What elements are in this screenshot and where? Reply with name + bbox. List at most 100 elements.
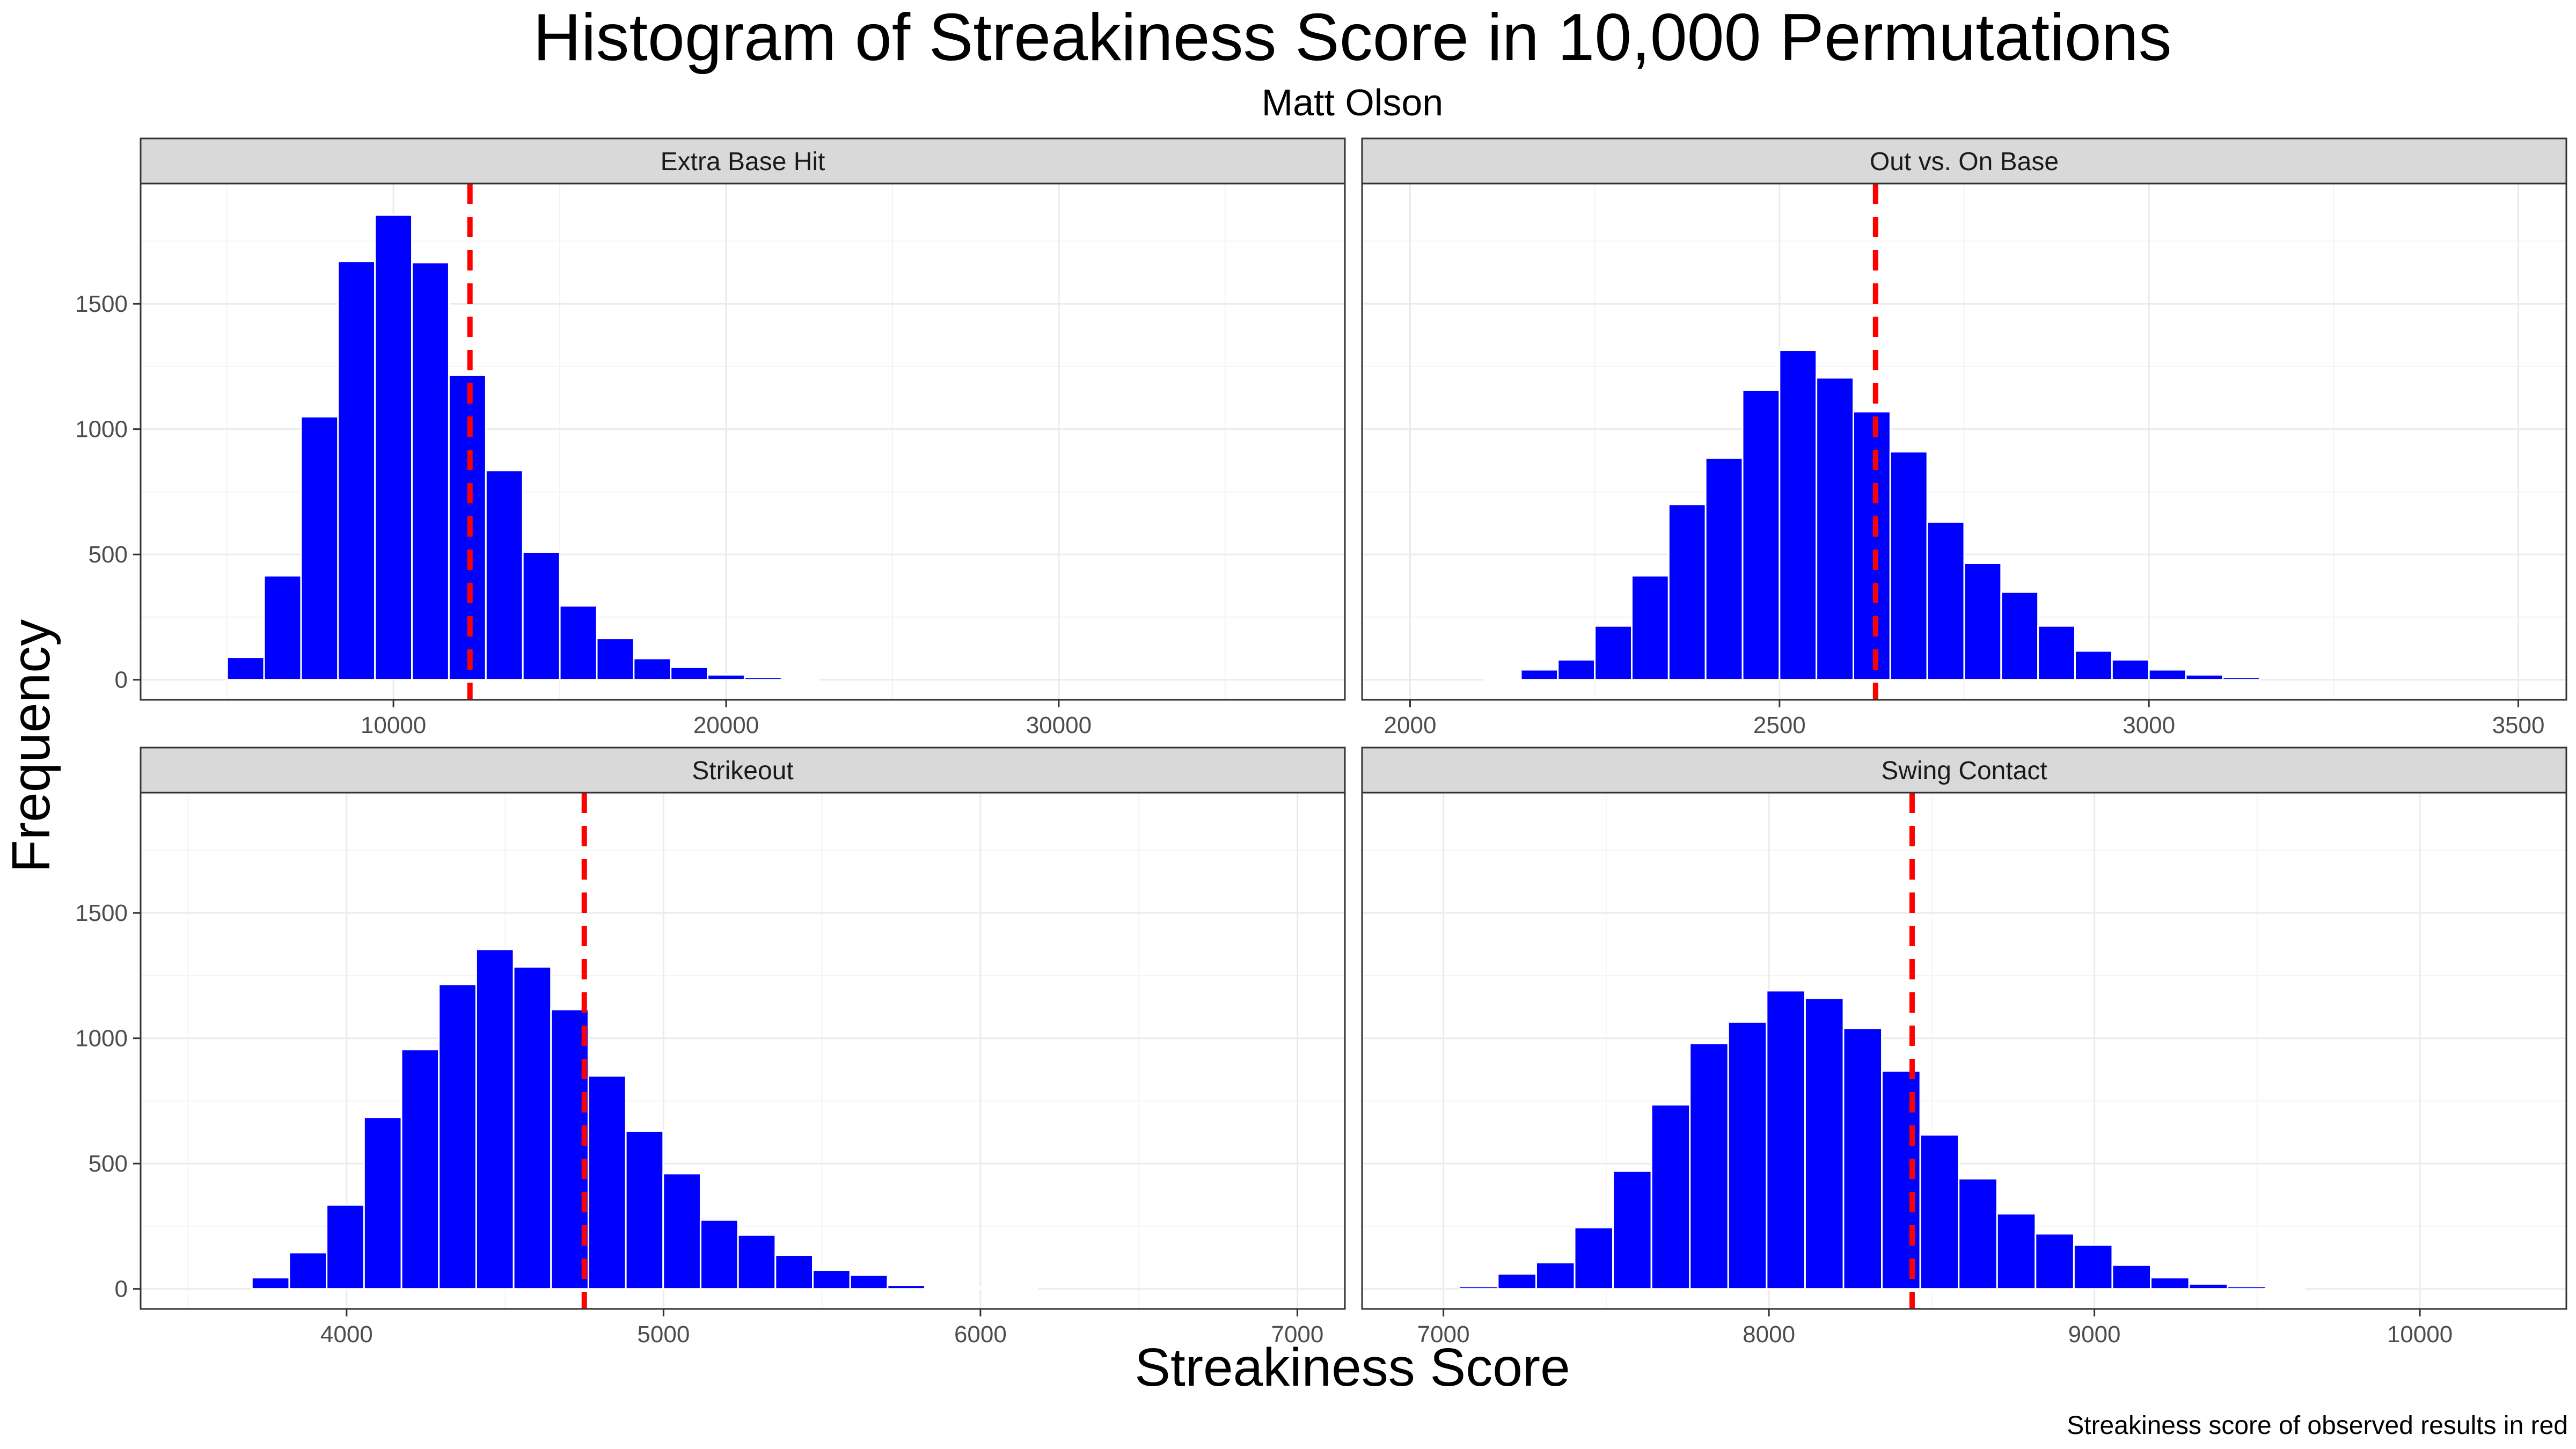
histogram-bar — [1889, 451, 1928, 681]
panel-strikeout: Strikeout 0 500 1000 1500 4000 5000 6000 7000 — [75, 747, 1346, 1348]
panel-border — [1361, 792, 2567, 1310]
x-tick-label: 3000 — [2123, 712, 2175, 738]
histogram-bar — [2222, 676, 2261, 681]
histogram-bar — [1612, 1170, 1652, 1290]
histogram-bar — [2227, 1285, 2267, 1290]
histogram-bar — [1483, 677, 1522, 681]
x-tick-label: 4000 — [320, 1321, 373, 1348]
histogram-bar — [1727, 1021, 1768, 1290]
y-tick-label: 0 — [115, 667, 128, 693]
histogram-bar — [625, 1130, 664, 1290]
x-tick-label: 10000 — [2387, 1321, 2453, 1348]
histogram-bar — [1667, 503, 1707, 681]
y-tick-label: 1500 — [75, 291, 128, 317]
x-tick-label: 7000 — [1417, 1321, 1470, 1348]
histogram-bar — [999, 1286, 1038, 1290]
y-axis-title: Frequency — [1, 619, 61, 873]
histogram-bar — [662, 1173, 701, 1290]
histogram-bar — [670, 666, 709, 681]
strip-background — [140, 747, 1346, 794]
histogram-bar — [1919, 1133, 1960, 1290]
histogram-bar — [1741, 389, 1781, 681]
histogram-bar — [2265, 1286, 2306, 1290]
histogram-bar — [887, 1284, 926, 1290]
histogram-bar — [263, 575, 302, 681]
panel-extra-base-hit: Extra Base Hit 0 500 1000 1500 10000 20000 3000… — [75, 137, 1346, 738]
panel-border — [1361, 182, 2567, 701]
histogram-bar — [400, 1049, 440, 1290]
strip-background — [1361, 747, 2567, 794]
histogram-bar — [2185, 674, 2224, 681]
histogram-bar — [300, 415, 339, 681]
y-tick-label: 1000 — [75, 1026, 128, 1052]
x-tick-label: 30000 — [1026, 712, 1092, 738]
x-tick-label: 7000 — [1271, 1321, 1323, 1348]
histogram-bar — [1650, 1103, 1691, 1290]
panel-swing-contact: Swing Contact 7000 8000 9000 10000 — [1361, 747, 2567, 1348]
histogram-bar — [737, 1234, 777, 1290]
histogram-bar — [1557, 658, 1596, 681]
histogram-bar — [1520, 669, 1559, 681]
histogram-bar — [288, 1252, 328, 1290]
histogram-bar — [707, 674, 745, 681]
histogram-bar — [743, 676, 782, 681]
x-tick-label: 2000 — [1384, 712, 1437, 738]
histogram-bar — [1842, 1027, 1883, 1290]
y-tick-label: 1500 — [75, 900, 128, 926]
histogram-bar — [1926, 521, 1965, 681]
strip-background — [1361, 137, 2567, 185]
histogram-bar — [961, 1286, 1001, 1290]
histogram-bar — [2111, 658, 2150, 681]
y-tick-label: 500 — [89, 541, 128, 568]
histogram-bar — [559, 605, 598, 681]
histogram-bar — [1497, 1273, 1537, 1290]
chart-caption: Streakiness score of observed results in… — [2067, 1411, 2568, 1440]
x-tick-label: 6000 — [954, 1321, 1007, 1348]
histogram-bar — [1958, 1177, 1998, 1290]
histogram-bar — [374, 214, 413, 681]
histogram-bar — [513, 966, 552, 1290]
histogram-bar — [633, 657, 672, 681]
panel-out-vs-on-base: Out vs. On Base 2000 2500 3000 3500 — [1361, 137, 2567, 738]
strip-label: Strikeout — [692, 757, 793, 785]
histogram-bar — [1574, 1226, 1614, 1290]
histogram-bar — [2150, 1277, 2190, 1290]
histogram-bar — [2148, 669, 2187, 681]
histogram-bar — [774, 1254, 814, 1290]
histogram-bar — [337, 260, 376, 681]
histogram-bar — [251, 1277, 290, 1290]
strip-background — [140, 137, 1346, 185]
x-tick-label: 9000 — [2068, 1321, 2121, 1348]
histogram-bar — [2073, 1244, 2113, 1290]
histogram-bar — [475, 948, 515, 1290]
histogram-bar — [2074, 650, 2113, 681]
panel-border — [140, 792, 1346, 1310]
histogram-bar — [1766, 990, 1806, 1290]
histogram-bar — [2188, 1283, 2229, 1290]
histogram-bar — [1996, 1213, 2037, 1290]
histogram-bar — [1963, 562, 2002, 681]
histogram-bar — [849, 1274, 889, 1290]
histogram-bar — [596, 638, 635, 681]
histogram-bar — [1689, 1042, 1729, 1290]
histogram-bar — [1779, 349, 1818, 681]
histogram-bar — [550, 1008, 589, 1290]
histogram-bar — [2037, 625, 2076, 681]
x-axis-title: Streakiness Score — [1135, 1337, 1570, 1397]
panel-background — [141, 793, 1345, 1309]
histogram-bar — [699, 1219, 739, 1290]
panel-border — [140, 182, 1346, 701]
x-tick-label: 5000 — [637, 1321, 690, 1348]
histogram-bar — [485, 470, 524, 681]
histogram-bar — [1630, 575, 1670, 681]
chart-title: Histogram of Streakiness Score in 10,000… — [533, 1, 2171, 75]
histogram-bar — [363, 1116, 402, 1290]
histogram-bar — [1704, 457, 1744, 681]
x-tick-label: 3500 — [2492, 712, 2545, 738]
histogram-bar — [2035, 1233, 2075, 1290]
histogram-bar — [1804, 997, 1845, 1290]
histogram-bar — [2000, 591, 2039, 681]
strip-label: Out vs. On Base — [1870, 148, 2059, 176]
histogram-bar — [1816, 377, 1854, 681]
